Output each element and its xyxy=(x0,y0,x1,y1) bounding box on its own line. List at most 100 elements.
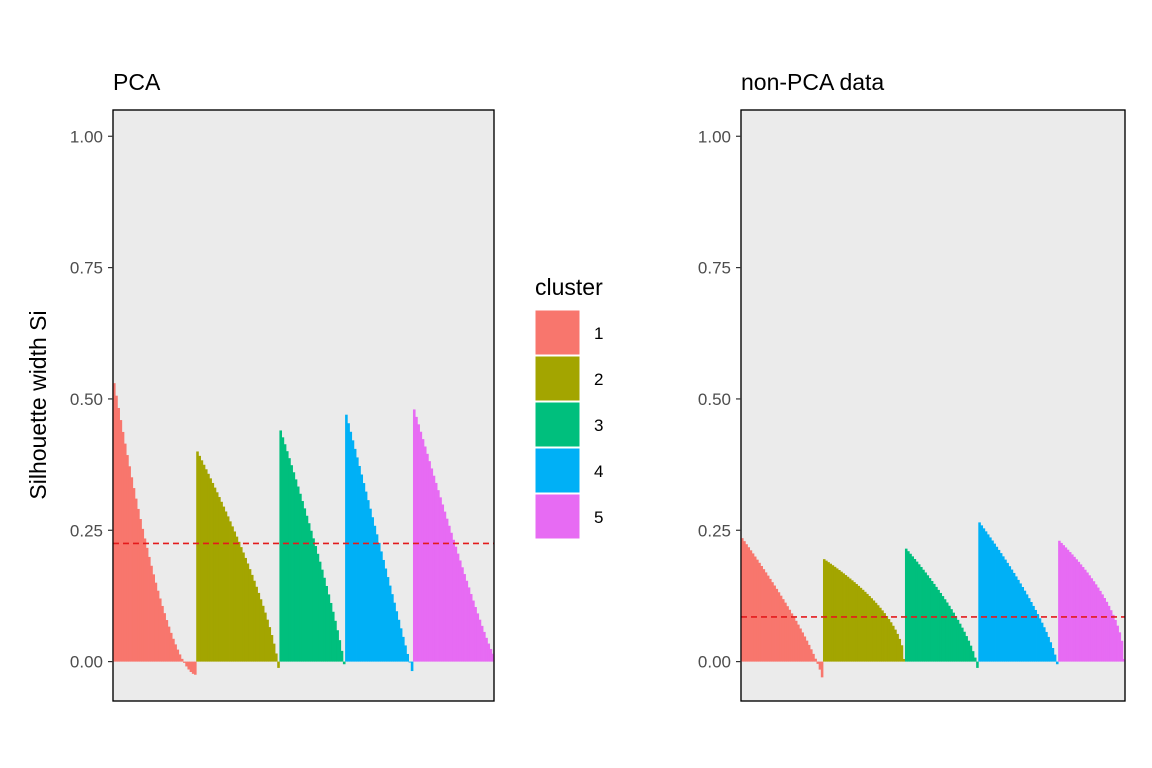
bar-non-pca-cluster-4 xyxy=(989,537,992,662)
bar-pca-cluster-3 xyxy=(296,486,300,662)
bar-non-pca-cluster-4 xyxy=(1040,622,1044,662)
bar-non-pca-cluster-1 xyxy=(807,644,811,662)
bar-non-pca-cluster-3 xyxy=(913,558,917,662)
y-tick-label: 0.75 xyxy=(70,259,103,278)
bar-pca-cluster-2 xyxy=(202,464,206,662)
bar-non-pca-cluster-1 xyxy=(766,575,770,662)
bar-non-pca-cluster-3 xyxy=(976,661,979,668)
bar-pca-cluster-2 xyxy=(226,516,230,662)
bar-non-pca-cluster-5 xyxy=(1120,640,1124,662)
bar-pca-cluster-5 xyxy=(489,648,493,662)
bar-pca-cluster-5 xyxy=(454,546,458,662)
bar-pca-cluster-4 xyxy=(391,594,394,662)
bar-non-pca-cluster-3 xyxy=(907,551,910,662)
bar-non-pca-cluster-2 xyxy=(833,566,837,662)
bar-non-pca-cluster-5 xyxy=(1086,572,1089,662)
bar-non-pca-cluster-2 xyxy=(846,576,850,662)
bar-non-pca-cluster-2 xyxy=(900,645,904,662)
bar-pca-cluster-1 xyxy=(143,538,147,662)
bar-non-pca-cluster-4 xyxy=(980,525,984,662)
panel-non-pca-title: non-PCA data xyxy=(741,69,884,95)
bar-non-pca-cluster-3 xyxy=(958,623,962,662)
bar-pca-cluster-2 xyxy=(235,536,239,662)
bar-non-pca-cluster-2 xyxy=(898,638,902,662)
bar-pca-cluster-3 xyxy=(316,553,320,662)
bar-non-pca-cluster-1 xyxy=(810,649,813,662)
bar-non-pca-cluster-2 xyxy=(822,559,826,662)
bar-non-pca-cluster-3 xyxy=(915,561,919,662)
panel-non-pca-y-axis: 0.00 0.25 0.50 0.75 1.00 xyxy=(698,127,741,672)
bar-pca-cluster-1 xyxy=(185,661,188,667)
bar-non-pca-cluster-5 xyxy=(1101,594,1104,662)
panel-non-pca: non-PCA data 0.00 0.25 0.50 0.75 1.00 xyxy=(698,69,1126,702)
bar-pca-cluster-3 xyxy=(299,493,302,662)
bar-pca-cluster-1 xyxy=(174,644,177,662)
bar-non-pca-cluster-1 xyxy=(773,585,776,662)
bar-pca-cluster-1 xyxy=(172,638,175,662)
bar-pca-cluster-3 xyxy=(327,594,331,662)
bar-non-pca-cluster-1 xyxy=(775,588,779,662)
bar-pca-cluster-3 xyxy=(331,611,335,662)
bar-pca-cluster-4 xyxy=(410,661,414,672)
bar-pca-cluster-2 xyxy=(200,460,204,662)
bar-pca-cluster-3 xyxy=(288,458,291,662)
bar-pca-cluster-1 xyxy=(132,488,136,662)
bar-pca-cluster-1 xyxy=(115,395,118,662)
bar-pca-cluster-2 xyxy=(229,521,232,662)
bar-pca-cluster-5 xyxy=(485,637,488,662)
bar-non-pca-cluster-3 xyxy=(971,651,975,662)
bar-non-pca-cluster-5 xyxy=(1071,554,1074,662)
bar-pca-cluster-1 xyxy=(154,582,158,662)
bar-non-pca-cluster-5 xyxy=(1094,584,1098,662)
bar-pca-cluster-1 xyxy=(189,661,193,672)
bar-pca-cluster-3 xyxy=(325,585,328,662)
bar-non-pca-cluster-4 xyxy=(1004,559,1007,662)
bar-pca-cluster-4 xyxy=(345,414,348,662)
bar-non-pca-cluster-2 xyxy=(863,591,867,662)
bar-non-pca-cluster-3 xyxy=(928,578,932,662)
bar-pca-cluster-3 xyxy=(329,602,333,662)
bar-non-pca-cluster-3 xyxy=(941,596,945,662)
bar-pca-cluster-2 xyxy=(248,569,252,662)
bar-pca-cluster-1 xyxy=(134,498,138,662)
bar-pca-cluster-5 xyxy=(432,475,436,662)
bar-non-pca-cluster-1 xyxy=(745,544,748,662)
bar-non-pca-cluster-4 xyxy=(1036,614,1040,662)
bar-non-pca-cluster-4 xyxy=(1043,627,1046,662)
bar-non-pca-cluster-5 xyxy=(1068,552,1072,662)
bar-non-pca-cluster-1 xyxy=(792,617,796,662)
bar-non-pca-cluster-1 xyxy=(788,609,792,662)
bar-non-pca-cluster-5 xyxy=(1122,658,1126,662)
bar-non-pca-cluster-5 xyxy=(1079,564,1083,662)
bar-non-pca-cluster-2 xyxy=(874,602,878,662)
bar-non-pca-cluster-1 xyxy=(784,602,787,662)
bar-non-pca-cluster-2 xyxy=(879,607,882,662)
bar-non-pca-cluster-4 xyxy=(999,553,1003,662)
bar-non-pca-cluster-3 xyxy=(930,581,934,662)
bar-pca-cluster-1 xyxy=(145,547,149,662)
y-tick-label: 0.00 xyxy=(70,653,103,672)
bar-pca-cluster-5 xyxy=(472,600,475,662)
bar-pca-cluster-4 xyxy=(377,542,381,662)
bar-pca-cluster-2 xyxy=(264,612,267,662)
bar-pca-cluster-3 xyxy=(314,546,318,662)
bar-non-pca-cluster-1 xyxy=(801,632,804,662)
bar-pca-cluster-1 xyxy=(176,649,180,662)
bar-pca-cluster-5 xyxy=(441,504,445,662)
bar-pca-cluster-4 xyxy=(367,500,370,662)
bar-pca-cluster-5 xyxy=(476,613,480,662)
legend-swatch-1 xyxy=(534,309,581,356)
bar-non-pca-cluster-2 xyxy=(887,619,891,662)
bar-non-pca-cluster-3 xyxy=(926,575,930,662)
bar-pca-cluster-4 xyxy=(408,661,412,663)
bar-non-pca-cluster-1 xyxy=(756,559,759,662)
bar-non-pca-cluster-4 xyxy=(991,540,994,662)
bar-pca-cluster-5 xyxy=(487,643,491,662)
bar-pca-cluster-1 xyxy=(141,528,145,662)
bar-non-pca-cluster-2 xyxy=(855,583,858,662)
bar-non-pca-cluster-2 xyxy=(861,589,865,662)
bar-non-pca-cluster-2 xyxy=(848,578,852,662)
bar-non-pca-cluster-2 xyxy=(881,610,884,662)
bar-non-pca-cluster-2 xyxy=(825,560,828,662)
bar-pca-cluster-4 xyxy=(347,423,350,662)
